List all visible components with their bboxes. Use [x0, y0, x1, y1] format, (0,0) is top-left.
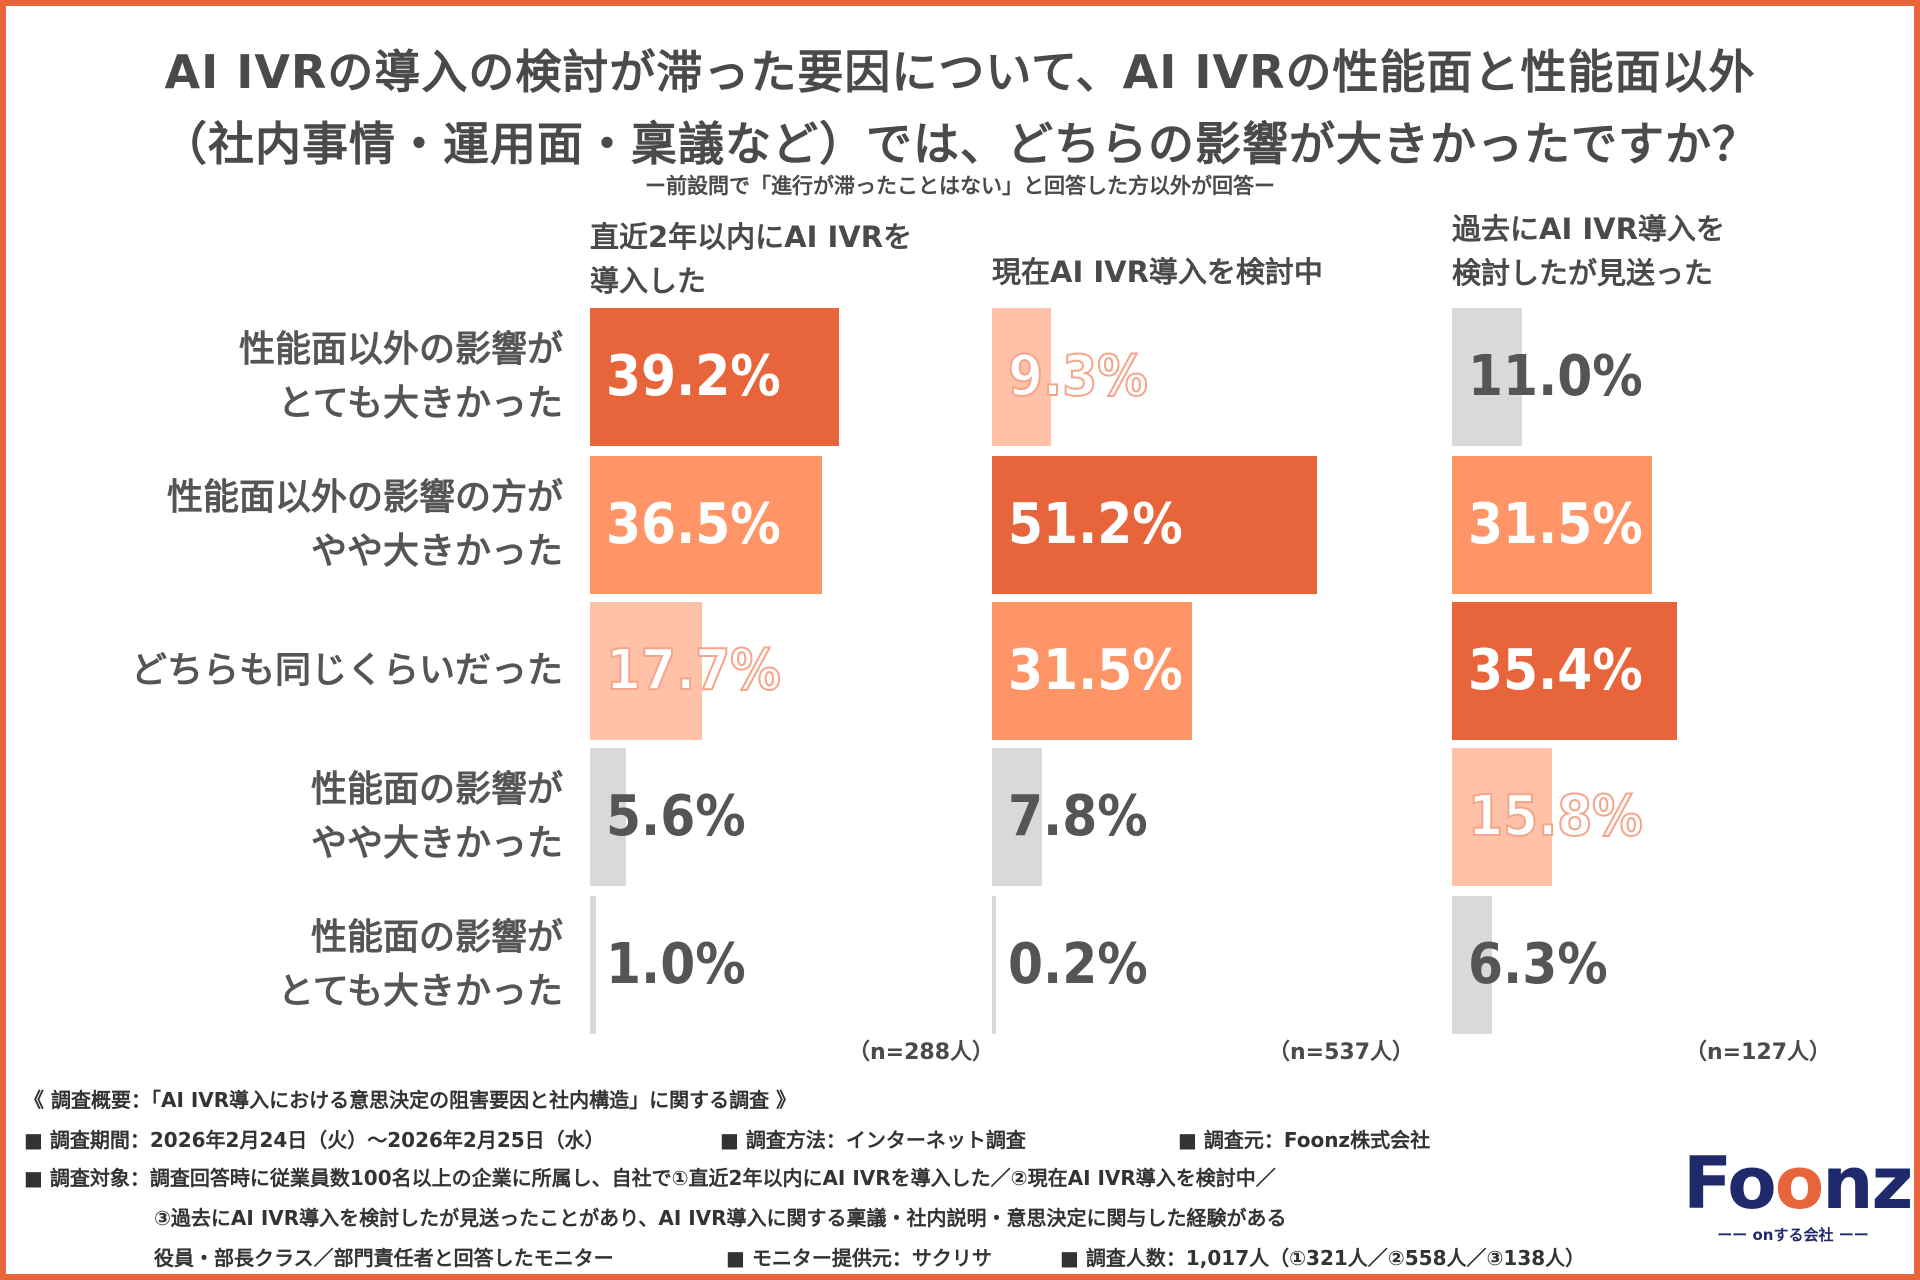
category-label-4: 性能面の影響が やや大きかった	[311, 763, 563, 871]
bar-series2-row1	[992, 308, 1052, 446]
chart-title-line2: （社内事情・運用面・稟議など）では、どちらの影響が大きかったですか？	[161, 117, 1759, 171]
series-title-line: 過去にAI IVR導入を	[1452, 212, 1725, 246]
bar-series1-row4	[590, 748, 626, 886]
sample-size-label-2: （n=537人）	[1268, 1040, 1415, 1065]
bar-value-label: 35.4%	[1468, 638, 1643, 703]
category-label-3: どちらも同じくらいだった	[131, 644, 563, 698]
series-title-1: 直近2年以内にAI IVRを 導入した	[590, 215, 912, 303]
bar-series3-row5	[1452, 896, 1492, 1034]
footer-target-line1: ■ 調査対象：調査回答時に従業員数100名以上の企業に所属し、自社で①直近2年以…	[24, 1166, 1276, 1190]
footer-provider: ■ モニター提供元：サクリサ	[726, 1246, 992, 1270]
bar-value-label: 11.0%	[1468, 344, 1643, 409]
bar-series1-row1	[590, 308, 839, 446]
bar-series3-row4	[1452, 748, 1553, 886]
bar-value-label: 1.0%	[606, 932, 746, 997]
series-title-line: 検討したが見送った	[1452, 256, 1714, 290]
logo-wordmark: Foonz	[1683, 1138, 1913, 1228]
bar-series2-row5	[992, 896, 996, 1034]
logo-tagline: ーー onする会社 ーー	[1717, 1226, 1869, 1244]
bar-series1-row3	[590, 602, 703, 740]
footer-period: ■ 調査期間：2026年2月24日（火）〜2026年2月25日（水）	[24, 1128, 605, 1152]
category-label-line: 性能面以外の影響が	[238, 329, 563, 370]
category-label-line: 性能面の影響が	[310, 769, 563, 810]
bar-value-label: 7.8%	[1008, 784, 1148, 849]
bar-series3-row2	[1452, 456, 1653, 594]
bar-series1-row2	[590, 456, 822, 594]
category-label-line: 性能面の影響が	[310, 917, 563, 958]
footer-overview: 《 調査概要：「AI IVR導入における意思決定の阻害要因と社内構造」に関する調…	[24, 1088, 797, 1112]
footer-count: ■ 調査人数：1,017人（①321人／②558人／③138人）	[1060, 1246, 1586, 1270]
chart-title-line1: AI IVRの導入の検討が滞った要因について、AI IVRの性能面と性能面以外	[164, 45, 1756, 99]
bar-series2-row4	[992, 748, 1042, 886]
category-label-line: とても大きかった	[277, 383, 563, 424]
series-title-line: 現在AI IVR導入を検討中	[992, 255, 1323, 289]
category-label-line: 性能面以外の影響の方が	[166, 477, 563, 518]
category-label-line: やや大きかった	[310, 823, 563, 864]
category-label-1: 性能面以外の影響がとても大きかった	[239, 323, 563, 431]
sample-size-label-1: （n=288人）	[848, 1040, 995, 1065]
footer-target-line3: 役員・部長クラス／部門責任者と回答したモニター	[154, 1246, 614, 1270]
bar-value-label: 9.3%	[1007, 344, 1149, 409]
foonz-logo: Foonz ーー onする会社 ーー	[1683, 1138, 1913, 1248]
bar-value-label: 15.8%	[1467, 784, 1644, 849]
series-title-line: 直近2年以内にAI IVRを	[590, 220, 913, 254]
sample-size-label-3: （n=127人）	[1685, 1040, 1832, 1065]
footer-target-line2: ③過去にAI IVR導入を検討したが見送ったことがあり、AI IVR導入に関する…	[154, 1206, 1287, 1230]
category-label-2: 性能面以外の影響の方がやや大きかった	[167, 471, 563, 579]
footer-method: ■ 調査方法：インターネット調査	[720, 1128, 1026, 1152]
logo-letter-f: F	[1683, 1141, 1729, 1225]
bar-series1-row5	[590, 896, 597, 1034]
series-title-2: 現在AI IVR導入を検討中	[992, 250, 1323, 294]
series-title-line: 導入した	[590, 264, 707, 298]
logo-letters-nz: nz	[1822, 1141, 1913, 1225]
bar-series3-row1	[1452, 308, 1522, 446]
category-label-line: やや大きかった	[310, 531, 563, 572]
bar-series3-row3	[1452, 602, 1677, 740]
category-label-line: とても大きかった	[277, 971, 563, 1012]
bar-value-label: 17.7%	[605, 638, 782, 703]
bar-value-label: 0.2%	[1008, 932, 1148, 997]
bar-series2-row3	[992, 602, 1193, 740]
bar-value-label: 6.3%	[1468, 932, 1608, 997]
category-label-line: どちらも同じくらいだった	[130, 650, 563, 691]
bar-value-label: 31.5%	[1468, 492, 1643, 557]
logo-letter-o1: o	[1727, 1141, 1776, 1225]
series-title-3: 過去にAI IVR導入を 検討したが見送った	[1452, 207, 1725, 295]
bar-value-label: 5.6%	[606, 784, 746, 849]
footer-source: ■ 調査元：Foonz株式会社	[1178, 1128, 1431, 1152]
category-label-5: 性能面の影響がとても大きかった	[278, 911, 563, 1019]
chart-subtitle: ー前設問で「進行が滞ったことはない」と回答した方以外が回答ー	[645, 174, 1275, 198]
bar-value-label: 51.2%	[1008, 492, 1183, 557]
bar-value-label: 39.2%	[606, 344, 781, 409]
logo-letter-o2: o	[1774, 1141, 1824, 1225]
bar-value-label: 31.5%	[1008, 638, 1183, 703]
bar-series2-row2	[992, 456, 1318, 594]
bar-value-label: 36.5%	[606, 492, 781, 557]
